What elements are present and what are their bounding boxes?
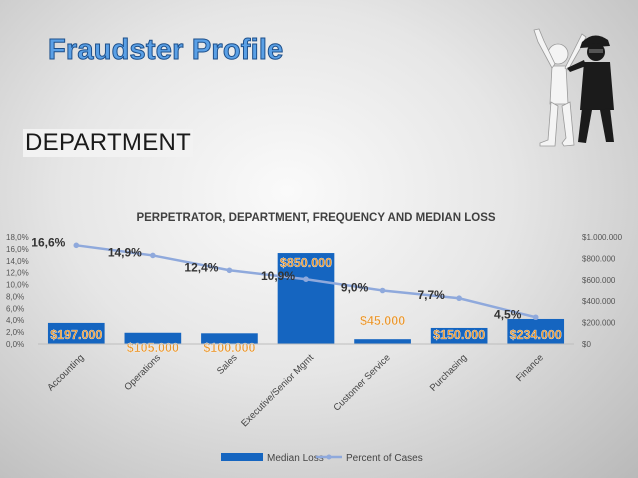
slide-title: Fraudster Profile — [47, 34, 284, 67]
left-axis-tick: 12,0% — [6, 269, 29, 278]
line-point — [303, 276, 309, 283]
right-axis-tick: $400.000 — [582, 297, 616, 306]
fraudster-illustration — [533, 28, 614, 147]
line-data-label: 10,9% — [261, 269, 295, 283]
line-point — [150, 252, 156, 259]
legend-label-percent: Percent of Cases — [346, 453, 423, 464]
bar-series — [47, 253, 565, 344]
category-tick-label: Accounting — [45, 352, 86, 393]
right-axis-tick: $600.000 — [582, 276, 616, 285]
bar — [507, 318, 565, 344]
line-data-label: 7,7% — [417, 288, 445, 302]
bar-data-label: $45.000 — [360, 314, 405, 328]
right-axis-tick: $200.000 — [582, 319, 616, 328]
category-tick-label: Customer Service — [332, 352, 393, 413]
bar — [277, 253, 335, 344]
category-tick-label: Sales — [215, 352, 240, 377]
right-axis-tick: $800.000 — [582, 254, 616, 263]
left-axis-tick: 0,0% — [6, 340, 24, 349]
legend-marker-percent — [326, 454, 332, 460]
line-data-label: 16,6% — [31, 235, 65, 249]
line-point — [73, 242, 80, 249]
bar — [430, 327, 488, 344]
bar-data-label: $100.000 — [203, 341, 255, 355]
line-point — [226, 267, 233, 274]
right-axis-tick: $1.000.000 — [582, 233, 623, 242]
chart-title: PERPETRATOR, DEPARTMENT, FREQUENCY AND M… — [136, 212, 495, 224]
bar — [201, 333, 258, 344]
line-data-label: 4,5% — [494, 307, 522, 321]
bar-data-label: $105.000 — [127, 341, 179, 355]
bar-data-label: $197.000 — [50, 328, 102, 342]
bar-data-label: $234.000 — [510, 328, 562, 342]
bar-data-label: $850.000 — [280, 256, 332, 270]
category-tick-label: Finance — [514, 352, 546, 384]
line-point — [456, 295, 462, 302]
line-point — [532, 314, 539, 321]
left-axis-tick: 2,0% — [6, 328, 24, 337]
left-axis-tick: 14,0% — [6, 257, 29, 266]
bar — [47, 322, 105, 344]
legend-swatch-median-loss — [221, 453, 263, 461]
bar — [124, 332, 182, 344]
bar-data-label: $150.000 — [433, 328, 485, 342]
category-tick-label: Operations — [122, 352, 163, 393]
right-axis-tick: $0 — [582, 340, 591, 349]
line-data-label: 14,9% — [108, 245, 142, 259]
category-tick-label: Executive/Senior Mgmt — [239, 352, 316, 429]
legend-label-median-loss: Median Loss — [267, 453, 324, 464]
line-data-label: 12,4% — [184, 260, 218, 274]
left-axis-tick: 4,0% — [6, 316, 24, 325]
left-axis-tick: 16,0% — [6, 245, 29, 254]
left-axis-tick: 8,0% — [6, 292, 24, 301]
left-axis-tick: 18,0% — [6, 233, 29, 242]
left-axis-tick: 6,0% — [6, 304, 24, 313]
bar — [354, 339, 411, 344]
category-tick-label: Purchasing — [428, 352, 469, 393]
line-data-label: 9,0% — [341, 281, 369, 295]
legend: Median Loss Percent of Cases — [221, 453, 423, 464]
left-axis-tick: 10,0% — [6, 281, 29, 290]
section-heading: DEPARTMENT — [23, 129, 194, 157]
line-point — [379, 287, 386, 294]
